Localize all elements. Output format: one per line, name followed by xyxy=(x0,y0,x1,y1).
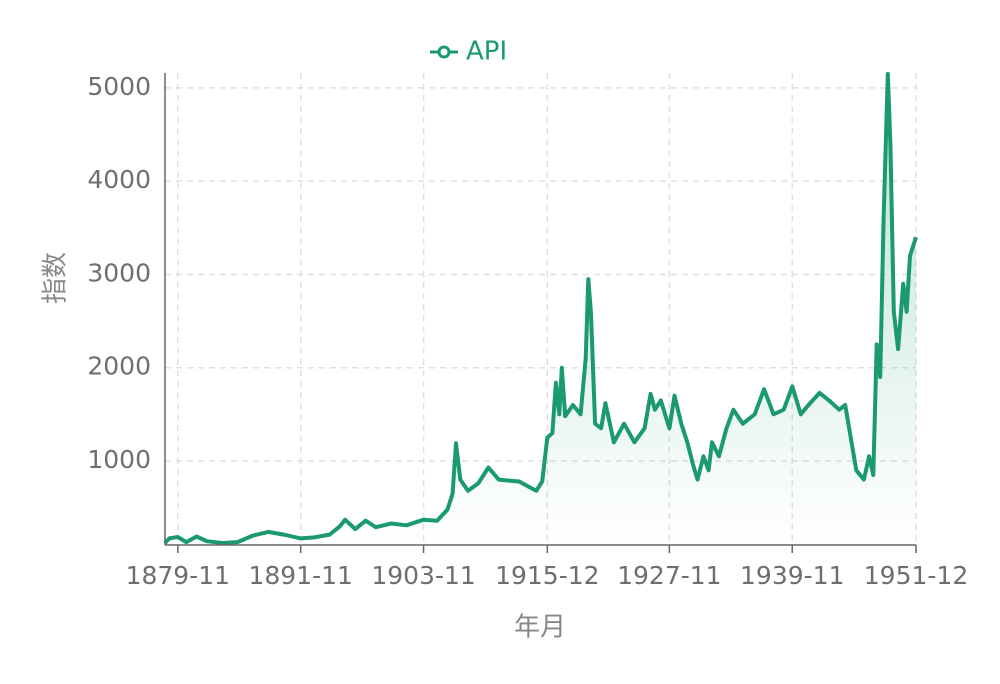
x-tick-label: 1951-12 xyxy=(864,561,968,590)
x-tick-label: 1891-11 xyxy=(248,561,352,590)
x-tick-label: 1927-11 xyxy=(617,561,721,590)
x-tick-label: 1879-11 xyxy=(126,561,230,590)
x-axis-title: 年月 xyxy=(514,613,566,643)
legend-icon xyxy=(437,45,451,59)
y-axis-title: 指数 xyxy=(41,252,71,304)
x-tick-label: 1939-11 xyxy=(740,561,844,590)
x-tick-label: 1903-11 xyxy=(371,561,475,590)
legend-label: API xyxy=(466,37,507,67)
y-tick-label: 3000 xyxy=(87,258,151,287)
x-tick-label: 1915-12 xyxy=(495,561,599,590)
area xyxy=(165,73,916,546)
y-tick-label: 4000 xyxy=(87,165,151,194)
y-tick-label: 2000 xyxy=(87,352,151,381)
line xyxy=(163,71,918,545)
y-tick-label: 5000 xyxy=(87,72,151,101)
y-tick-label: 1000 xyxy=(87,445,151,474)
